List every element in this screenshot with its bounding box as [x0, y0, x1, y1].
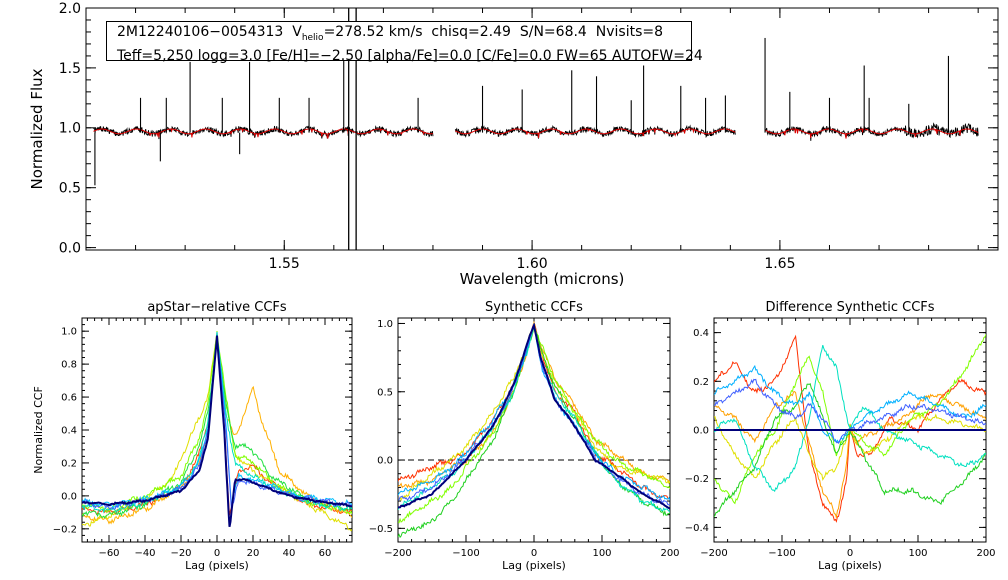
- ccf-line-visit-1: [82, 334, 352, 516]
- ccf-line-visit-5: [714, 383, 986, 518]
- ccf-line-visit-8: [82, 335, 352, 512]
- ccf-line-visit-4: [714, 334, 986, 505]
- chart-title: apStar−relative CCFs: [147, 300, 287, 315]
- x-tick-label: 1.65: [764, 256, 795, 272]
- model-spectrum-line: [764, 128, 979, 139]
- x-tick-label: 100: [908, 548, 927, 559]
- y-tick-label: −0.5: [369, 524, 393, 535]
- observed-spectrum-line: [454, 124, 736, 139]
- nvisits-value: Nvisits=8: [595, 24, 664, 40]
- vhelio-prefix: V: [292, 24, 302, 40]
- model-spectrum-line: [93, 128, 434, 139]
- observed-spectrum-line: [764, 122, 979, 141]
- y-tick-label: 0.8: [61, 360, 77, 371]
- x-axis-label: Lag (pixels): [502, 559, 566, 572]
- apstar-ccf-panel: −60 −40 −20 0 20 40 60 −0.2 0.0 0.2 0.4 0.6 0.8 1.0 ap…: [32, 300, 353, 572]
- x-tick-label: 0: [214, 548, 220, 559]
- x-tick-label: 60: [319, 548, 332, 559]
- difference-ccf-panel: −200 −100 0 100 200 −0.4 −0.2 0.0 0.2 0.4 Differen…: [685, 300, 996, 572]
- ccf-line-visit-7: [398, 323, 670, 501]
- ccf-line-visit-6: [82, 337, 352, 514]
- x-tick-label: 0: [847, 548, 853, 559]
- snr-value: S/N=68.4: [519, 24, 587, 40]
- x-tick-label: 100: [592, 548, 611, 559]
- spectrum-panel: 1.55 1.60 1.65 0.0 0.5 1.0 1.5 2.0 Wavelength (m…: [28, 1, 999, 288]
- ccf-line-visit-2: [714, 391, 986, 518]
- y-tick-label: 0.6: [61, 393, 77, 404]
- object-id: 2M12240106−0054313: [117, 24, 284, 40]
- y-tick-label: 1.0: [59, 121, 81, 137]
- y-tick-label: 0.0: [59, 241, 81, 257]
- chart-title: Difference Synthetic CCFs: [765, 300, 934, 315]
- x-tick-label: 20: [247, 548, 260, 559]
- y-tick-label: 0.2: [61, 458, 77, 469]
- ccf-line-visit-5: [398, 325, 670, 539]
- spectrum-series-group: [93, 8, 979, 250]
- x-tick-label: 1.55: [269, 256, 300, 272]
- x-axis-label: Lag (pixels): [185, 559, 249, 572]
- x-tick-label: 200: [660, 548, 679, 559]
- x-axis-label: Lag (pixels): [818, 559, 882, 572]
- plot-frame: [85, 7, 999, 251]
- model-spectrum-line: [455, 128, 736, 138]
- y-tick-label: −0.2: [53, 524, 77, 535]
- x-tick-label: 40: [283, 548, 296, 559]
- x-tick-label: −200: [700, 548, 727, 559]
- synthetic-ccf-panel: −200 −100 0 100 200 −0.5 0.0 0.5 1.0 Synthetic CC…: [369, 300, 680, 572]
- ccf-series-group: [714, 334, 986, 523]
- ccf-line-visit-7: [714, 364, 986, 444]
- y-tick-label: 0.5: [377, 387, 393, 398]
- vhelio-subscript: helio: [301, 32, 324, 43]
- ccf-line-visit-4: [82, 331, 352, 515]
- x-tick-label: −200: [384, 548, 411, 559]
- y-tick-label: 1.0: [377, 319, 393, 330]
- x-tick-label: −40: [134, 548, 155, 559]
- y-tick-label: 0.4: [61, 426, 77, 437]
- x-tick-label: 200: [976, 548, 995, 559]
- info-line-2: Teff=5,250 logg=3.0 [Fe/H]=−2.50 [alpha/…: [117, 47, 703, 64]
- y-tick-label: 0.0: [693, 426, 709, 437]
- y-tick-label: 0.5: [59, 181, 81, 197]
- ccf-line-visit-4: [398, 325, 670, 524]
- y-tick-label: −0.2: [685, 474, 709, 485]
- chisq-value: chisq=2.49: [431, 24, 511, 40]
- x-tick-label: 1.60: [517, 256, 548, 272]
- y-tick-label: 2.0: [59, 1, 81, 17]
- y-tick-label: −0.4: [685, 523, 709, 534]
- y-tick-label: 0.4: [693, 328, 709, 339]
- x-tick-label: 0: [531, 548, 537, 559]
- y-tick-label: 0.0: [377, 456, 393, 467]
- y-axis-label: Normalized Flux: [28, 68, 46, 189]
- y-tick-label: 1.5: [59, 61, 81, 77]
- x-tick-label: −100: [452, 548, 479, 559]
- ccf-line-mean: [82, 335, 352, 527]
- x-axis-label: Wavelength (microns): [460, 270, 625, 288]
- y-axis-label: Normalized CCF: [32, 386, 45, 474]
- vhelio-value: =278.52 km/s: [323, 24, 423, 40]
- plot-frame: [397, 317, 671, 543]
- chart-title: Synthetic CCFs: [485, 300, 583, 315]
- spectrum-info-box: 2M12240106−0054313 Vhelio=278.52 km/s ch…: [106, 21, 703, 64]
- y-tick-label: 1.0: [61, 327, 77, 338]
- x-tick-label: −60: [98, 548, 119, 559]
- ccf-line-visit-7: [82, 332, 352, 509]
- y-tick-label: 0.0: [61, 491, 77, 502]
- ccf-line-mean: [398, 322, 670, 510]
- y-tick-label: 0.2: [693, 377, 709, 388]
- ccf-line-visit-5: [82, 338, 352, 519]
- info-line-1: 2M12240106−0054313 Vhelio=278.52 km/s ch…: [117, 23, 691, 47]
- ccf-series-group: [82, 331, 352, 532]
- x-tick-label: −100: [768, 548, 795, 559]
- ccf-series-group: [398, 320, 670, 539]
- x-tick-label: −20: [170, 548, 191, 559]
